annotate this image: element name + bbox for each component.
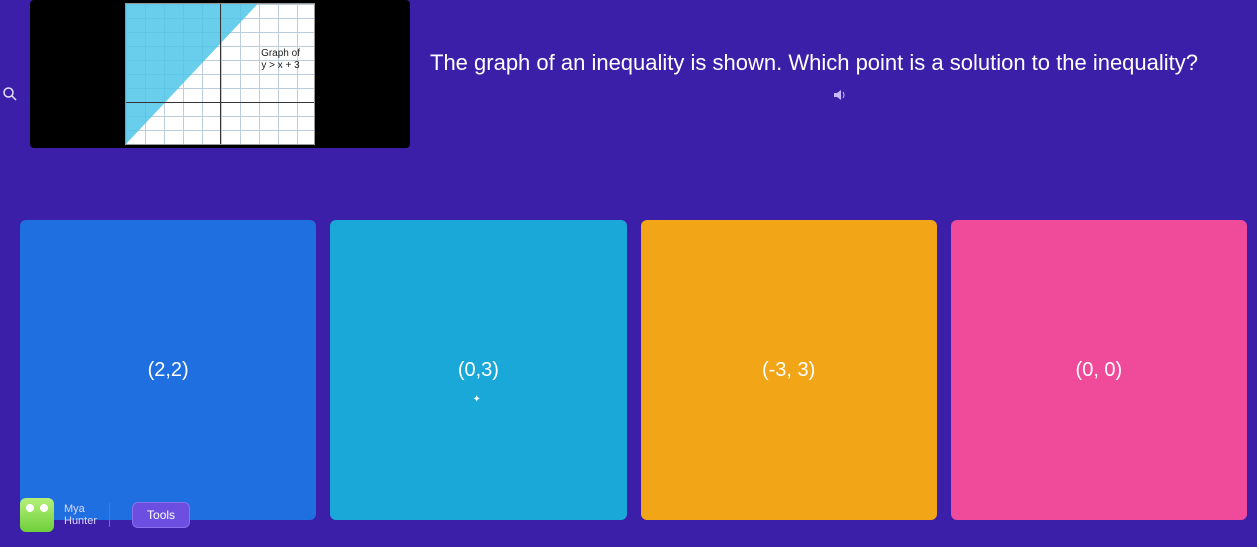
audio-icon[interactable] [833,88,847,105]
player-name-line2: Hunter [64,515,97,527]
graph-y-axis [220,4,221,144]
answer-option-0[interactable]: (2,2) [20,220,316,520]
answer-label: (2,2) [148,359,189,382]
search-icon[interactable] [2,86,18,107]
graph-label-line2: y > x + 3 [261,60,299,71]
graph-thumbnail-container[interactable]: Graph of y > x + 3 [30,0,410,148]
cursor-icon: ✦ [472,394,480,405]
answer-option-3[interactable]: (0, 0) [951,220,1247,520]
bottom-bar: Mya Hunter Tools [20,495,190,535]
tools-button[interactable]: Tools [132,502,190,528]
answer-option-1[interactable]: (0,3) ✦ [330,220,626,520]
question-text: The graph of an inequality is shown. Whi… [430,50,1247,76]
answer-option-2[interactable]: (-3, 3) [641,220,937,520]
answer-label: (0,3) [458,359,499,382]
question-region: Graph of y > x + 3 The graph of an inequ… [0,0,1257,210]
divider [109,503,110,527]
answer-options: (2,2) (0,3) ✦ (-3, 3) (0, 0) [20,220,1247,520]
answer-label: (0, 0) [1076,359,1123,382]
graph-thumbnail: Graph of y > x + 3 [125,3,315,145]
answer-label: (-3, 3) [762,359,815,382]
graph-label: Graph of y > x + 3 [261,48,300,72]
avatar[interactable] [20,498,54,532]
player-name-line1: Mya [64,503,97,515]
graph-label-line1: Graph of [261,48,300,59]
player-name: Mya Hunter [64,503,97,527]
